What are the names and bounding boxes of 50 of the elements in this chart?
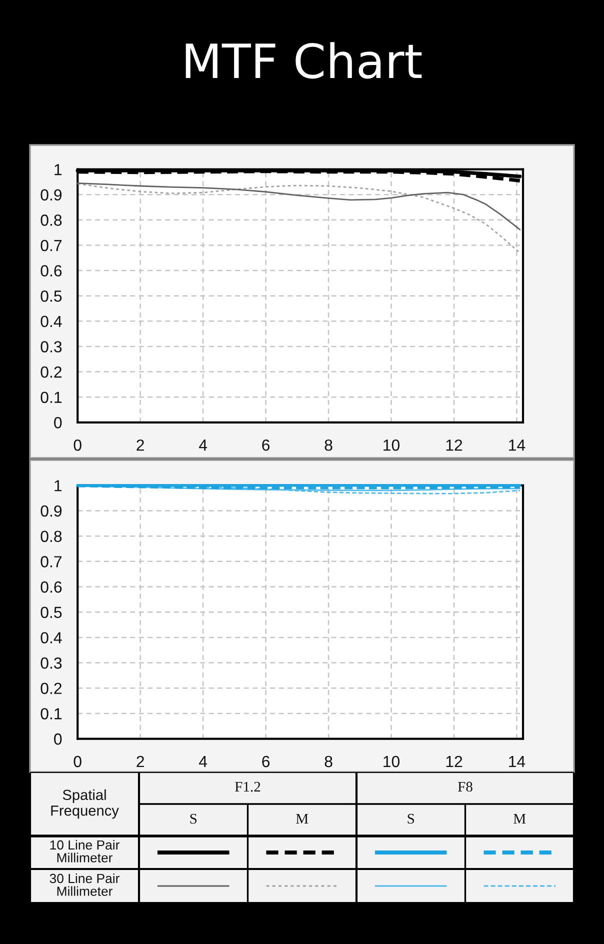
y-tick-label: 0.3	[40, 341, 62, 352]
text: S	[408, 814, 414, 824]
y-tick-label: 0.5	[40, 606, 62, 618]
x-tick-label: 6	[262, 439, 270, 451]
y-tick-label: 0.8	[40, 214, 62, 226]
line-series	[76, 182, 521, 230]
x-tick-label: 0	[74, 439, 82, 451]
text: 10 Line Pair Millimeter	[50, 840, 120, 862]
y-tick-label: 0.1	[40, 708, 62, 720]
x-tick-label: 8	[324, 756, 332, 768]
y-tick-label: 0.8	[40, 530, 62, 542]
y-tick-label: 0.7	[40, 556, 62, 568]
text: M	[514, 814, 526, 824]
y-tick-label: 0.2	[40, 682, 62, 694]
y-tick-label: 0.9	[40, 189, 62, 201]
x-tick-label: 10	[384, 756, 400, 768]
y-tick-label: 0.6	[40, 581, 62, 593]
chart-title: MTF Chart	[186, 42, 422, 79]
x-tick-label: 0	[74, 756, 82, 768]
x-tick-label: 8	[324, 439, 332, 451]
y-tick-label: 0.7	[40, 240, 62, 252]
x-tick-label: 4	[198, 440, 208, 451]
x-tick-label: 4	[198, 756, 208, 768]
x-tick-label: 12	[446, 756, 462, 768]
text: F8	[458, 782, 472, 792]
y-tick-label: 0	[54, 417, 62, 428]
x-tick-label: 2	[136, 756, 144, 768]
y-tick-label: 0.1	[40, 392, 62, 404]
y-tick-label: 0.3	[40, 657, 62, 669]
y-tick-label: 0.2	[40, 366, 62, 378]
x-tick-label: 14	[509, 756, 526, 768]
text: F1.2	[235, 782, 260, 792]
text: Spatial Frequency	[51, 789, 119, 819]
x-tick-label: 2	[136, 439, 144, 451]
y-tick-label: 0.9	[40, 505, 62, 517]
y-tick-label: 1	[54, 480, 62, 492]
x-tick-label: 14	[509, 440, 526, 451]
line-series	[76, 183, 521, 254]
y-tick-label: 1	[54, 164, 62, 176]
x-tick-label: 12	[446, 439, 462, 451]
text: 30 Line Pair Millimeter	[50, 873, 120, 896]
y-tick-label: 0.5	[40, 290, 62, 302]
y-tick-label: 0	[54, 733, 62, 745]
text: S	[190, 814, 197, 824]
text: M	[296, 814, 308, 824]
y-tick-label: 0.4	[40, 632, 62, 644]
x-tick-label: 6	[262, 756, 270, 768]
y-tick-label: 0.4	[40, 316, 62, 328]
x-tick-label: 10	[384, 439, 400, 451]
y-tick-label: 0.6	[40, 265, 62, 276]
